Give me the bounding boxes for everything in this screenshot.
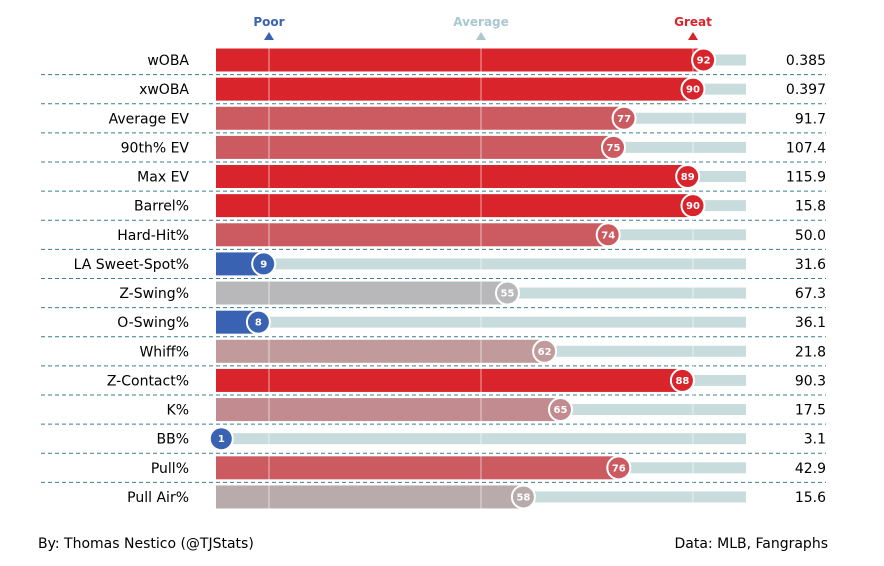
row-value-max-ev: 115.9 [786,170,826,186]
footer-source: Data: MLB, Fangraphs [674,536,828,552]
percentile-label-z-swing: 55 [501,289,515,300]
bar-k [216,398,561,422]
percentile-label-whiff: 62 [538,347,552,358]
percentile-label-hard-hit: 74 [601,230,615,241]
percentile-marker-bb [208,426,234,452]
bar-woba [216,48,704,72]
row-value-pull-air: 15.6 [795,490,826,506]
row-label-hard-hit: Hard-Hit% [117,228,189,244]
row-value-xwoba: 0.397 [786,82,826,98]
row-value-o-swing: 36.1 [795,315,826,331]
percentile-marker-barrel [680,193,706,219]
percentile-marker-pull-air [510,484,536,510]
row-value-z-contact: 90.3 [795,373,826,389]
percentile-marker-pull [606,455,632,481]
percentile-label-barrel: 90 [686,201,700,212]
percentile-marker-max-ev [675,164,701,190]
percentile-label-la-sweet-spot: 9 [260,259,267,270]
percentile-label-pull: 76 [612,463,626,474]
percentile-marker-z-contact [669,367,695,393]
bar-max-ev [216,165,688,189]
row-label-z-contact: Z-Contact% [107,373,189,389]
percentile-label-max-ev: 89 [681,172,695,183]
percentile-marker-90th-ev [601,134,626,160]
scale-marker-great-icon [688,32,698,40]
bar-hard-hit [216,223,609,247]
bar-z-swing [216,281,508,305]
bar-barrel [216,194,693,218]
row-label-z-swing: Z-Swing% [119,286,189,302]
percentile-marker-hard-hit [595,222,621,248]
row-value-average-ev: 91.7 [795,111,826,127]
percentile-label-woba: 92 [697,56,711,67]
row-label-bb: BB% [156,432,189,448]
scale-marker-average-icon [476,32,486,40]
row-label-max-ev: Max EV [137,170,189,186]
row-label-pull: Pull% [151,461,189,477]
scale-label-average: Average [453,15,509,29]
percentile-marker-k [548,397,573,423]
row-label-90th-ev: 90th% EV [121,140,190,156]
percentile-marker-average-ev [611,105,637,131]
row-value-pull: 42.9 [795,461,826,477]
row-label-whiff: Whiff% [139,344,189,360]
percentile-marker-woba [691,47,717,73]
bar-la-sweet-spot [216,252,264,276]
percentile-label-z-contact: 88 [675,376,689,387]
bar-xwoba [216,77,693,101]
row-value-90th-ev: 107.4 [786,140,826,156]
scale-label-great: Great [674,15,712,29]
row-label-average-ev: Average EV [109,111,190,127]
percentile-marker-whiff [532,338,558,364]
row-value-woba: 0.385 [786,53,826,69]
percentile-label-xwoba: 90 [686,85,700,96]
percentile-label-pull-air: 58 [516,492,530,503]
scale-label-poor: Poor [253,15,284,29]
percentile-label-k: 65 [554,405,568,416]
bar-90th-ev [216,135,614,159]
percentile-label-o-swing: 8 [255,318,262,329]
row-value-bb: 3.1 [804,432,826,448]
row-label-k: K% [167,403,189,419]
row-label-woba: wOBA [147,53,189,69]
row-label-xwoba: xwOBA [139,82,189,98]
bar-whiff [216,339,545,363]
row-label-la-sweet-spot: LA Sweet-Spot% [74,257,189,273]
percentile-label-bb: 1 [218,434,225,445]
row-label-o-swing: O-Swing% [117,315,189,331]
percentile-label-90th-ev: 75 [607,143,621,154]
percentile-label-average-ev: 77 [617,114,631,125]
percentile-marker-xwoba [680,76,706,102]
footer-credit: By: Thomas Nestico (@TJStats) [38,536,254,552]
row-value-whiff: 21.8 [795,344,826,360]
row-value-la-sweet-spot: 31.6 [795,257,826,273]
row-label-barrel: Barrel% [134,199,189,215]
row-value-hard-hit: 50.0 [795,228,826,244]
bar-average-ev [216,106,625,130]
row-value-barrel: 15.8 [795,199,826,215]
bar-z-contact [216,368,683,392]
row-value-z-swing: 67.3 [795,286,826,302]
percentile-marker-o-swing [245,309,271,335]
bar-pull-air [216,485,524,509]
scale-marker-poor-icon [264,32,274,40]
bar-pull [216,456,619,480]
percentile-marker-la-sweet-spot [251,251,277,277]
percentile-marker-z-swing [495,280,520,306]
row-label-pull-air: Pull Air% [127,490,189,506]
row-value-k: 17.5 [795,403,826,419]
